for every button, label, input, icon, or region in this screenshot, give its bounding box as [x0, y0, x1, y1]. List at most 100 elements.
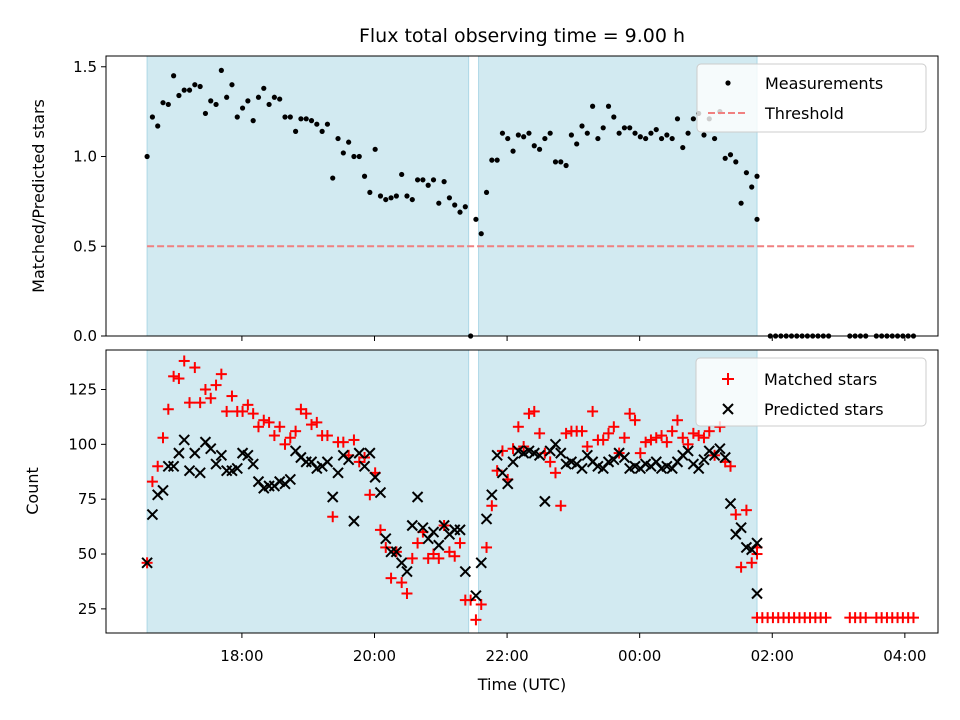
matched-star-point [327, 511, 339, 523]
matched-star-point [629, 414, 641, 426]
measurement-point [547, 130, 553, 136]
measurement-point [250, 118, 256, 124]
measurement-point [669, 135, 675, 142]
measurement-point [727, 152, 734, 158]
measurement-point [579, 123, 585, 129]
matched-star-point [730, 509, 742, 521]
predicted-star-point [364, 447, 376, 459]
matched-star-point [152, 460, 164, 472]
measurement-point [563, 162, 569, 169]
measurement-point [383, 196, 389, 203]
predicted-star-point [692, 462, 705, 475]
measurement-point [738, 200, 744, 206]
matched-star-point [587, 405, 599, 417]
matched-star-point [703, 425, 715, 437]
predicted-star-point [353, 447, 365, 459]
matched-star-point [279, 438, 291, 450]
matched-star-point [512, 421, 524, 433]
matched-star-point [555, 500, 567, 512]
measurement-point [494, 157, 500, 163]
predicted-star-point [141, 557, 153, 569]
top-y-tick-label: 1.5 [73, 58, 97, 76]
bottom-y-tick-label: 75 [78, 490, 97, 508]
matched-star-point [560, 427, 572, 439]
matched-star-point [603, 427, 615, 439]
matched-star-point [263, 416, 275, 428]
matched-star-point [454, 537, 466, 549]
x-tick-label: 18:00 [220, 647, 263, 665]
matched-star-point [194, 397, 206, 409]
matched-star-point [661, 436, 673, 448]
matched-star-point [396, 577, 408, 589]
measurement-point [271, 94, 277, 100]
matched-star-point [406, 552, 418, 564]
measurement-point [574, 141, 580, 147]
matched-star-point [650, 432, 662, 444]
measurement-point [165, 101, 171, 108]
measurement-point [584, 130, 590, 136]
measurement-point [515, 132, 521, 138]
predicted-star-point [475, 557, 487, 569]
matched-star-point [337, 436, 349, 448]
measurement-point [674, 116, 681, 122]
measurement-point [685, 130, 691, 136]
matched-star-point [300, 408, 312, 420]
measurement-point [346, 139, 352, 145]
matched-star-point [173, 373, 185, 385]
matched-star-point [671, 414, 683, 426]
matched-star-point [640, 436, 652, 448]
measurement-point [733, 159, 739, 165]
x-axis-label: Time (UTC) [477, 675, 566, 694]
predicted-star-point [183, 464, 196, 477]
predicted-star-point [242, 449, 254, 462]
bottom-shaded-intervals [146, 349, 758, 634]
bottom-x-ticks: 18:00 20:00 22:00 00:00 02:00 04:00 [220, 633, 926, 665]
predicted-star-point [247, 458, 259, 470]
predicted-star-point [167, 460, 180, 472]
matched-star-point [374, 524, 386, 536]
matched-star-point [433, 552, 445, 564]
bottom-y-tick-label: 125 [68, 380, 97, 398]
measurement-point [711, 135, 718, 142]
measurement-point [616, 130, 622, 136]
measurement-point [399, 171, 405, 178]
measurement-point [213, 101, 219, 108]
matched-star-point [242, 399, 254, 411]
measurement-point [436, 200, 442, 206]
matched-star-point [724, 460, 736, 472]
predicted-star-point [411, 491, 424, 503]
x-tick-label: 22:00 [485, 647, 528, 665]
measurement-point [722, 155, 728, 161]
measurement-point [202, 110, 209, 117]
measurement-point [425, 182, 431, 188]
measurement-point [690, 116, 696, 122]
measurement-point [377, 193, 384, 199]
matched-star-point [549, 467, 561, 479]
matched-star-point [189, 362, 201, 374]
measurement-point [627, 125, 633, 131]
measurement-point [186, 87, 193, 93]
matched-star-point [311, 416, 323, 428]
predicted-star-point [480, 513, 493, 525]
matched-star-point [475, 598, 487, 610]
matched-star-point [528, 405, 540, 417]
measurement-point [680, 144, 686, 151]
predicted-star-point [549, 438, 562, 451]
matched-star-point [687, 427, 699, 439]
predicted-star-point [342, 453, 355, 466]
measurement-point [197, 83, 203, 90]
matched-star-point [157, 432, 169, 444]
x-tick-label: 04:00 [883, 647, 926, 665]
predicted-star-point [507, 456, 519, 468]
predicted-star-point [189, 447, 201, 459]
measurement-point [367, 189, 373, 196]
measurement-point [542, 135, 548, 142]
measurement-point [648, 130, 654, 136]
measurement-point [743, 170, 750, 176]
predicted-star-point [502, 478, 514, 490]
measurement-point [404, 193, 410, 199]
predicted-star-point [358, 460, 371, 472]
measurement-point [754, 216, 760, 222]
predicted-star-point [714, 443, 726, 455]
matched-star-point [237, 405, 249, 417]
